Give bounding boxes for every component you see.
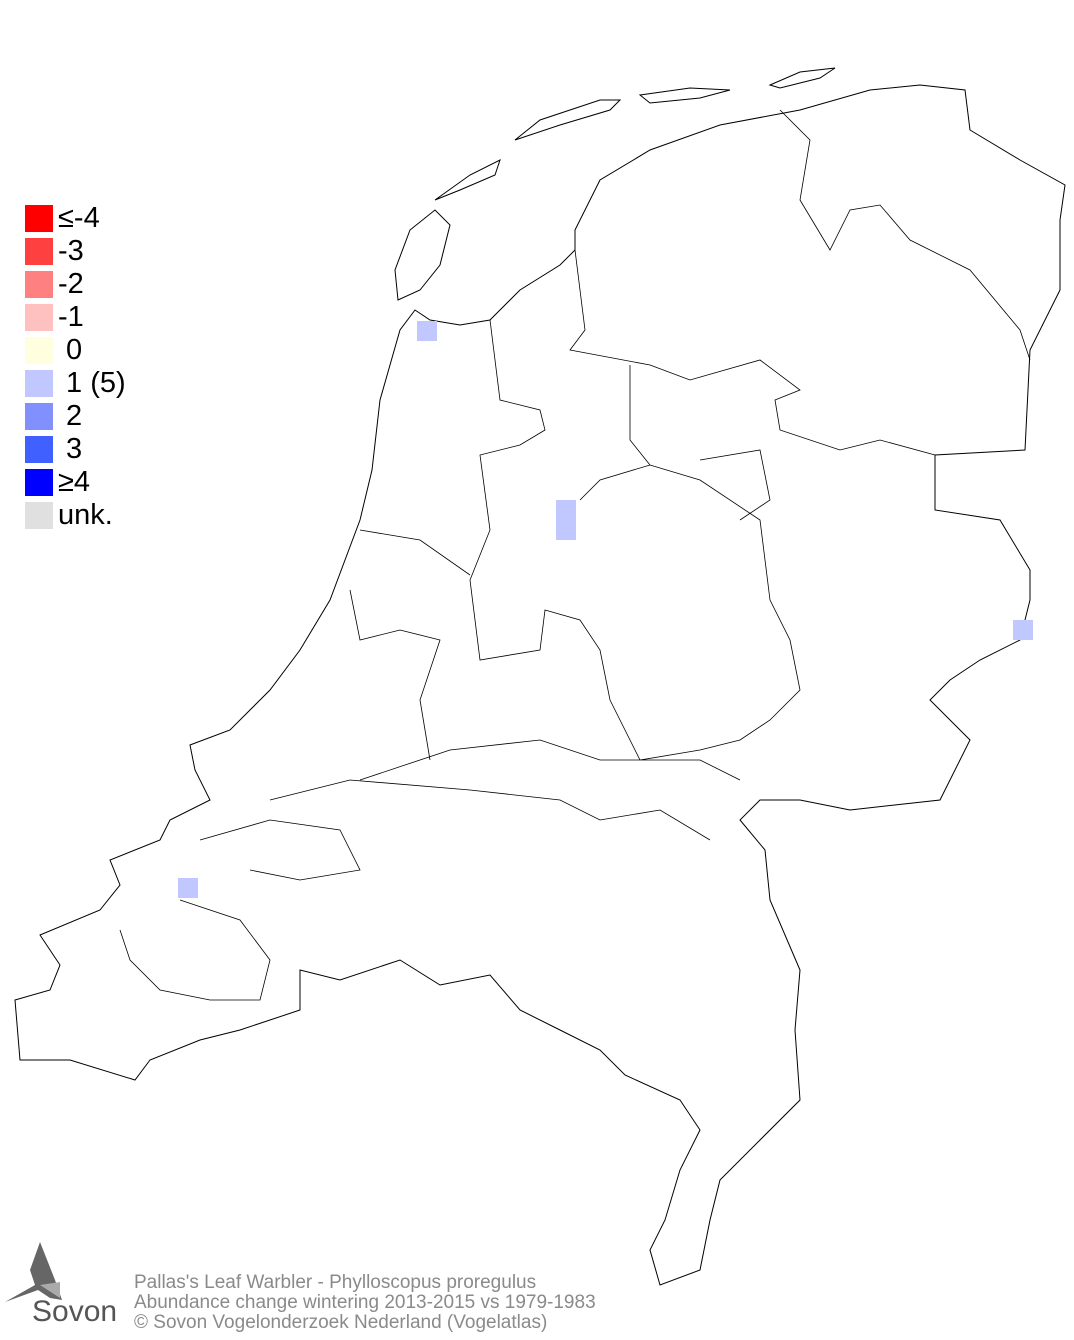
legend-swatch — [25, 337, 53, 364]
legend-swatch — [25, 271, 53, 298]
legend-swatch — [25, 370, 53, 397]
species-title: Pallas's Leaf Warbler - Phylloscopus pro… — [134, 1272, 537, 1293]
legend-label: 3 — [58, 433, 83, 465]
legend-swatch — [25, 403, 53, 430]
legend-swatch — [25, 502, 53, 529]
island-texel — [394, 209, 451, 301]
map-subtitle: Abundance change wintering 2013-2015 vs … — [134, 1292, 596, 1313]
legend-label: unk. — [58, 499, 113, 531]
copyright: © Sovon Vogelonderzoek Nederland (Vogela… — [134, 1312, 548, 1333]
island-schiermonnikoog — [768, 67, 836, 89]
map-caption: Pallas's Leaf Warbler - Phylloscopus pro… — [134, 1273, 596, 1333]
grid-cell — [556, 500, 576, 540]
country-outline — [14, 84, 1066, 1286]
legend-swatch — [25, 205, 53, 232]
legend-label: -2 — [58, 268, 84, 300]
legend-swatch — [25, 436, 53, 463]
legend-swatch — [25, 304, 53, 331]
sovon-swallow-logo — [5, 1242, 62, 1302]
legend-swatch — [25, 469, 53, 496]
province-borders — [119, 109, 1031, 1001]
legend-label: 2 — [58, 400, 83, 432]
legend-label: ≤-4 — [58, 202, 100, 234]
grid-cell — [417, 321, 437, 341]
legend-swatch — [25, 238, 53, 265]
island-terschelling — [514, 99, 622, 141]
sovon-logo-text: Sovon — [32, 1295, 118, 1328]
island-vlieland — [434, 159, 501, 201]
legend-label: ≥4 — [58, 466, 91, 498]
island-ameland — [638, 87, 731, 104]
legend-label: -3 — [58, 235, 84, 267]
legend-label: -1 — [58, 301, 84, 333]
grid-cell — [178, 878, 198, 898]
legend-label: 0 — [58, 334, 83, 366]
legend-label: 1 (5) — [58, 367, 126, 399]
grid-cell — [1013, 620, 1033, 640]
